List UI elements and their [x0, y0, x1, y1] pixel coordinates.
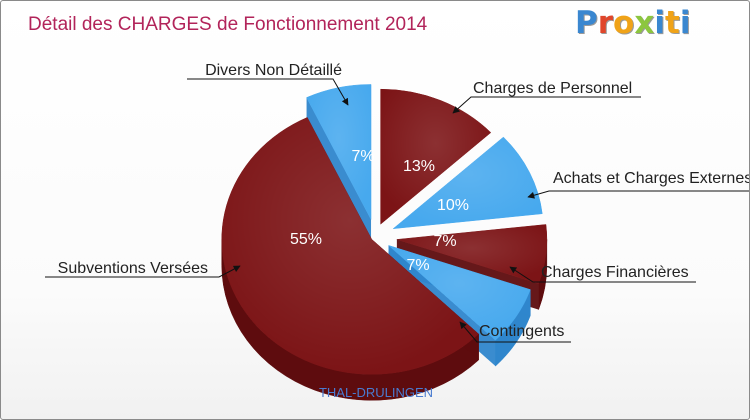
slice-percent-label: 10%	[437, 197, 469, 214]
leader-line	[527, 190, 749, 199]
leader-line	[509, 266, 696, 283]
category-label-divers-non-d-taill-: Divers Non Détaillé	[205, 62, 342, 79]
slice-percent-label: 7%	[406, 257, 429, 274]
leader-line	[187, 78, 349, 106]
leader-line	[452, 96, 641, 114]
slice-percent-label: 7%	[351, 148, 374, 165]
proxiti-logo[interactable]: Proxiti	[575, 5, 691, 41]
slice-percent-label: 13%	[403, 158, 435, 175]
percent-labels: 13%10%7%7%55%7%	[290, 148, 469, 274]
slice-percent-label: 55%	[290, 231, 322, 248]
category-label-subventions-vers-es: Subventions Versées	[58, 260, 208, 277]
slice-percent-label: 7%	[433, 233, 456, 250]
leader-line	[45, 265, 241, 278]
category-label-contingents: Contingents	[479, 323, 564, 340]
category-label-charges-de-personnel: Charges de Personnel	[473, 80, 632, 97]
leader-line	[459, 321, 571, 343]
chart-title: Détail des CHARGES de Fonctionnement 201…	[28, 14, 428, 35]
category-labels: Charges de Personnel Achats et Charges Ex…	[45, 62, 750, 343]
category-label-charges-financi-res: Charges Financières	[541, 264, 689, 281]
commune-name: THAL-DRULINGEN	[318, 385, 434, 400]
category-label-achats-et-charges-externes: Achats et Charges Externes	[553, 170, 750, 187]
